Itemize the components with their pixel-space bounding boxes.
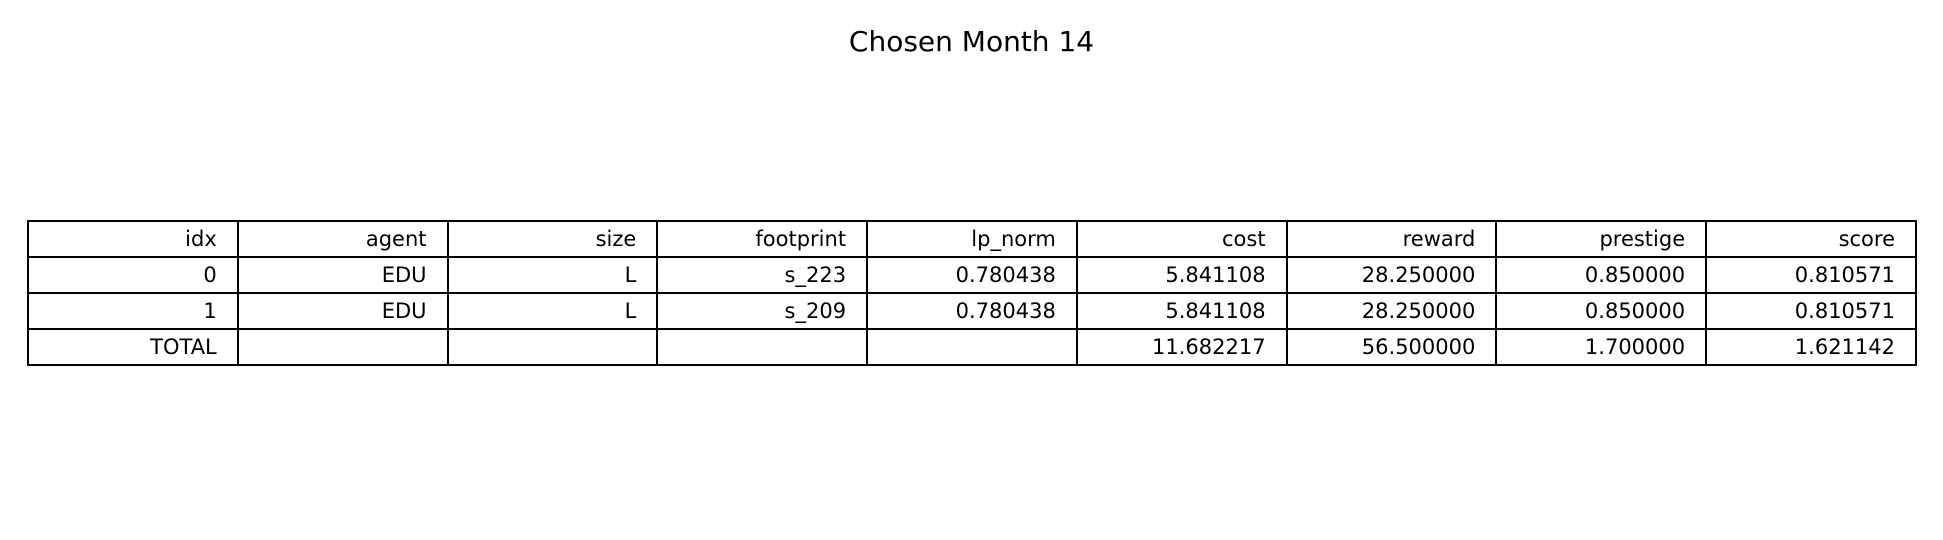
table-row: 1 EDU L s_209 0.780438 5.841108 28.25000… [27, 292, 1917, 330]
header-cell: prestige [1495, 220, 1708, 258]
table-cell: TOTAL [27, 328, 239, 366]
table-cell: 0 [27, 256, 239, 294]
table-cell: L [446, 256, 659, 294]
header-cell: reward [1285, 220, 1498, 258]
header-cell: footprint [656, 220, 869, 258]
table-cell: 1 [27, 292, 239, 330]
data-table: idx agent size footprint lp_norm cost re… [27, 220, 1917, 366]
header-cell: size [446, 220, 659, 258]
table-cell [866, 328, 1078, 366]
table-cell: 0.850000 [1495, 256, 1708, 294]
table-cell [656, 328, 869, 366]
table-cell: 5.841108 [1075, 256, 1288, 294]
table-cell: 0.810571 [1705, 292, 1917, 330]
table-cell: EDU [236, 256, 449, 294]
table-title: Chosen Month 14 [848, 25, 1095, 58]
table-cell: s_209 [656, 292, 869, 330]
header-cell: agent [236, 220, 449, 258]
table-cell: 0.810571 [1705, 256, 1917, 294]
table-cell: 1.700000 [1495, 328, 1708, 366]
table-cell: L [446, 292, 659, 330]
table-cell: 28.250000 [1285, 292, 1498, 330]
table-cell: 28.250000 [1285, 256, 1498, 294]
table-cell: 0.780438 [866, 256, 1078, 294]
table-cell: 0.850000 [1495, 292, 1708, 330]
header-cell: cost [1075, 220, 1288, 258]
header-cell: lp_norm [866, 220, 1078, 258]
table-header-row: idx agent size footprint lp_norm cost re… [27, 220, 1917, 258]
header-cell: idx [27, 220, 239, 258]
table-cell [446, 328, 659, 366]
table-total-row: TOTAL 11.682217 56.500000 1.700000 1.621… [27, 328, 1917, 366]
table-cell: s_223 [656, 256, 869, 294]
table-row: 0 EDU L s_223 0.780438 5.841108 28.25000… [27, 256, 1917, 294]
table-cell: EDU [236, 292, 449, 330]
table-cell: 0.780438 [866, 292, 1078, 330]
table-cell: 1.621142 [1705, 328, 1917, 366]
table-cell: 56.500000 [1285, 328, 1498, 366]
header-cell: score [1705, 220, 1917, 258]
table-cell: 5.841108 [1075, 292, 1288, 330]
table-cell [236, 328, 449, 366]
table-cell: 11.682217 [1075, 328, 1288, 366]
